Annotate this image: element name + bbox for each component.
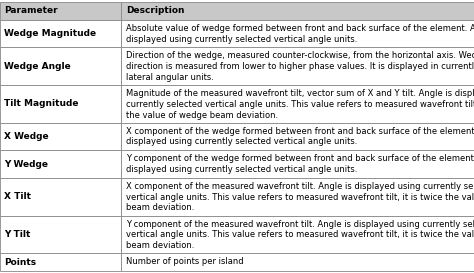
Bar: [0, 48, 121, 85]
Bar: [121, 178, 474, 216]
Bar: [121, 216, 474, 253]
Bar: [0, 253, 121, 271]
Bar: [0, 178, 121, 216]
Text: Y Wedge: Y Wedge: [4, 160, 47, 169]
Text: Tilt Magnitude: Tilt Magnitude: [4, 99, 78, 108]
Text: Parameter: Parameter: [4, 6, 57, 15]
Bar: [0, 150, 121, 178]
Text: Description: Description: [126, 6, 185, 15]
Bar: [0, 216, 121, 253]
Text: X Tilt: X Tilt: [4, 192, 31, 201]
Text: Points: Points: [4, 258, 36, 267]
Bar: [121, 20, 474, 48]
Text: X Wedge: X Wedge: [4, 132, 48, 141]
Text: Y component of the measured wavefront tilt. Angle is displayed using currently s: Y component of the measured wavefront ti…: [126, 219, 474, 250]
Bar: [121, 2, 474, 20]
Text: X component of the measured wavefront tilt. Angle is displayed using currently s: X component of the measured wavefront ti…: [126, 182, 474, 212]
Bar: [0, 2, 121, 20]
Bar: [0, 85, 121, 123]
Bar: [121, 150, 474, 178]
Text: Magnitude of the measured wavefront tilt, vector sum of X and Y tilt. Angle is d: Magnitude of the measured wavefront tilt…: [126, 89, 474, 120]
Bar: [121, 123, 474, 150]
Text: Number of points per island: Number of points per island: [126, 257, 244, 266]
Text: Wedge Angle: Wedge Angle: [4, 62, 70, 71]
Bar: [0, 20, 121, 48]
Text: Absolute value of wedge formed between front and back surface of the element. An: Absolute value of wedge formed between f…: [126, 24, 474, 43]
Bar: [0, 123, 121, 150]
Text: Y Tilt: Y Tilt: [4, 230, 30, 239]
Bar: [121, 85, 474, 123]
Text: Y component of the wedge formed between front and back surface of the element. A: Y component of the wedge formed between …: [126, 154, 474, 174]
Text: Wedge Magnitude: Wedge Magnitude: [4, 29, 96, 38]
Text: Direction of the wedge, measured counter-clockwise, from the horizontal axis. We: Direction of the wedge, measured counter…: [126, 51, 474, 82]
Bar: [121, 48, 474, 85]
Bar: [121, 253, 474, 271]
Text: X component of the wedge formed between front and back surface of the element. A: X component of the wedge formed between …: [126, 127, 474, 146]
